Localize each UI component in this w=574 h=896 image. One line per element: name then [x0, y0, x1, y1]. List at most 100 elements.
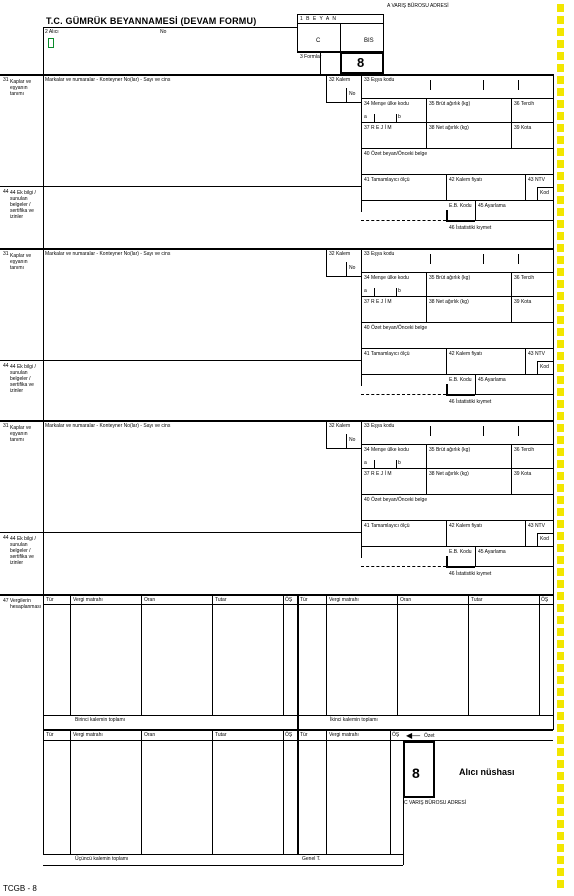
arrival-office-label: A VARIŞ BÜROSU ADRESİ [387, 3, 449, 9]
ai-code-label: E.B. Kodu [449, 203, 472, 209]
origin-b-label: b [398, 288, 401, 294]
perforation-mark [557, 340, 564, 348]
gross-weight-label: 35 Brüt ağırlık (kg) [429, 447, 471, 453]
additional-info-label: 44 Ek bilgi / sunulan belgeler / sertifi… [10, 190, 36, 220]
declaration-c: C [316, 38, 321, 44]
ai-code-label: E.B. Kodu [449, 377, 472, 383]
item-price-label: 42 Kalem fiyatı [449, 523, 483, 529]
perforation-mark [557, 700, 564, 708]
forms-label: 3 Formlar [300, 54, 322, 60]
perforation-mark [557, 736, 564, 744]
ntv-label: 43 NTV [528, 523, 545, 529]
item-side-label: Kaplar ve eşyanın tanımı [10, 79, 32, 97]
ntv-code-label: Kod [540, 536, 549, 542]
consignee-no-label: No [160, 29, 167, 35]
perforation-mark [557, 328, 564, 336]
perforation-mark [557, 220, 564, 228]
perforation-mark [557, 28, 564, 36]
origin-country-label: 34 Menşe ülke kodu [364, 101, 409, 107]
commodity-code-label: 33 Eşya kodu [364, 77, 395, 83]
perforation-mark [557, 820, 564, 828]
preference-label: 36 Tercih [514, 101, 535, 107]
perforation-mark [557, 796, 564, 804]
perforation-mark [557, 16, 564, 24]
origin-b-label: b [398, 460, 401, 466]
item-side-number: 31 [3, 77, 9, 83]
quota-label: 39 Kota [514, 125, 532, 131]
net-weight-label: 38 Net ağırlık (kg) [429, 471, 469, 477]
declaration-letters: 1 B E Y A N [300, 16, 337, 22]
item-description-label: Markalar ve numaralar - Konteyner No(lar… [45, 77, 171, 83]
perforation-mark [557, 184, 564, 192]
perforation-mark [557, 712, 564, 720]
perforation-mark [557, 448, 564, 456]
gross-weight-label: 35 Brüt ağırlık (kg) [429, 101, 471, 107]
perforation-mark [557, 472, 564, 480]
perforation-mark [557, 148, 564, 156]
grand-total: Genel T. [302, 856, 321, 862]
procedure-label: 37 R E J İ M [364, 299, 392, 305]
commodity-code-label: 33 Eşya kodu [364, 251, 395, 257]
second-item-total: İkinci kalemin toplamı [330, 717, 378, 723]
perforation-mark [557, 484, 564, 492]
perforation-mark [557, 724, 564, 732]
tax-col-rate-2: Oran [400, 597, 412, 603]
item-number-label: 32 Kalem [329, 423, 351, 429]
perforation-mark [557, 100, 564, 108]
taxes-side-number: 47 [3, 598, 9, 604]
perforation-mark [557, 832, 564, 840]
supplementary-units-label: 41 Tamamlayıcı ölçü [364, 351, 410, 357]
tax-col-os-3: ÖŞ [285, 732, 293, 738]
perforation-mark [557, 616, 564, 624]
statistical-value-label: 46 İstatistiki kıymet [449, 399, 492, 405]
perforation-mark [557, 544, 564, 552]
item-side-label: Kaplar ve eşyanın tanımı [10, 253, 32, 271]
perforation-mark [557, 172, 564, 180]
tax-col-type-2: Tür [300, 597, 308, 603]
perforation-mark [557, 136, 564, 144]
copy-number: 8 [357, 55, 365, 70]
perforation-mark [557, 856, 564, 864]
item-number-no: No [349, 265, 356, 271]
form-title: T.C. GÜMRÜK BEYANNAMESİ (DEVAM FORMU) [46, 16, 257, 26]
declaration-bis: BIS [364, 38, 374, 44]
checkbox-icon[interactable] [48, 38, 54, 48]
arrow-left-icon: ◀— [406, 731, 421, 740]
copy-number-box [340, 52, 384, 74]
tax-col-rate-3: Oran [144, 732, 156, 738]
tax-col-os-4: ÖŞ [392, 732, 400, 738]
statistical-value-label: 46 İstatistiki kıymet [449, 225, 492, 231]
perforation-mark [557, 256, 564, 264]
adjustment-label: 45 Ayarlama [478, 549, 506, 555]
perforation-mark [557, 244, 564, 252]
taxes-side-label: Vergilerin hesaplanması [10, 598, 42, 610]
perforation-mark [557, 196, 564, 204]
perforation-mark [557, 388, 564, 396]
perforation-mark [557, 316, 564, 324]
supplementary-units-label: 41 Tamamlayıcı ölçü [364, 523, 410, 529]
third-item-total: Üçüncü kalemin toplamı [75, 856, 129, 862]
perforation-mark [557, 460, 564, 468]
perforation-mark [557, 76, 564, 84]
perforation-mark [557, 112, 564, 120]
ntv-label: 43 NTV [528, 177, 545, 183]
origin-country-label: 34 Menşe ülke kodu [364, 447, 409, 453]
origin-a-label: a [364, 114, 367, 120]
net-weight-label: 38 Net ağırlık (kg) [429, 299, 469, 305]
tax-col-rate-1: Oran [144, 597, 156, 603]
perforation-mark [557, 292, 564, 300]
tax-col-amount-3: Tutar [215, 732, 227, 738]
summary-label: Özet [424, 733, 435, 739]
perforation-mark [557, 268, 564, 276]
net-weight-label: 38 Net ağırlık (kg) [429, 125, 469, 131]
copy-number-bottom: 8 [412, 765, 420, 781]
perforation-mark [557, 784, 564, 792]
additional-info-label: 44 Ek bilgi / sunulan belgeler / sertifi… [10, 364, 36, 394]
quota-label: 39 Kota [514, 299, 532, 305]
perforation-mark [557, 436, 564, 444]
perforation-mark [557, 520, 564, 528]
item-side-label: Kaplar ve eşyanın tanımı [10, 425, 32, 443]
perforation-mark [557, 364, 564, 372]
perforation-mark [557, 508, 564, 516]
procedure-label: 37 R E J İ M [364, 471, 392, 477]
